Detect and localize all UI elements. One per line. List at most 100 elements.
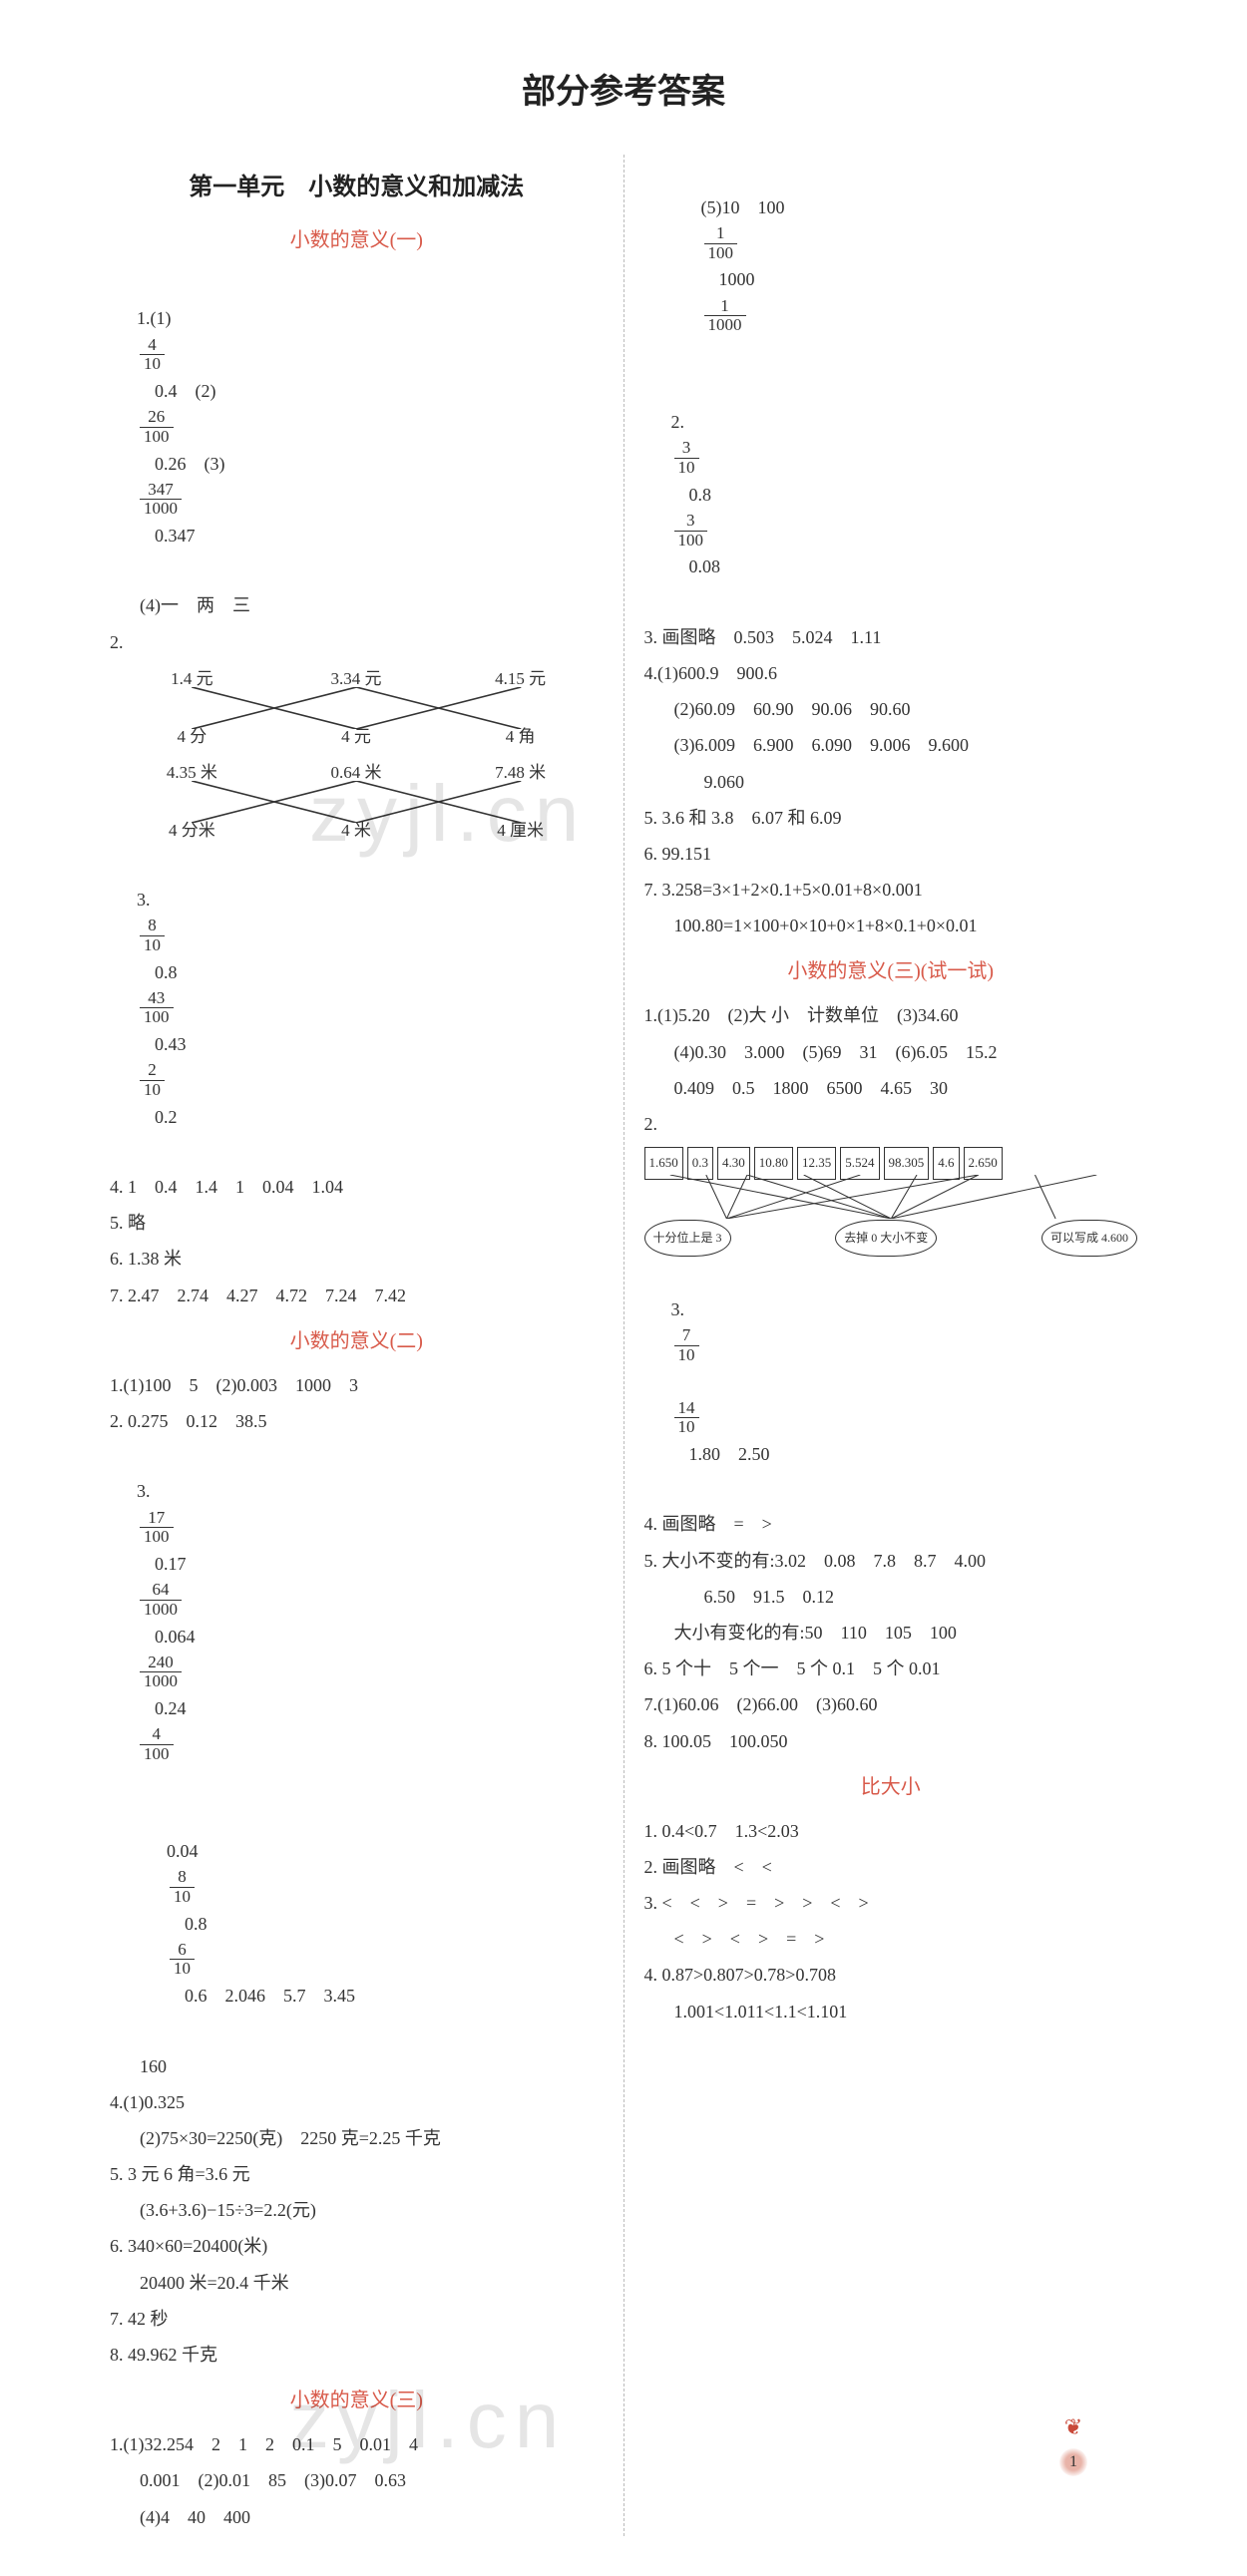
text: 3. (671, 1299, 685, 1319)
text: 0.8 (137, 962, 196, 982)
text: 0.08 (671, 556, 721, 576)
leaf-icon: ❦ (1059, 2406, 1087, 2448)
right-column: (5)10 100 1100 1000 11000 2. 310 0.8 310… (624, 155, 1158, 2536)
fraction: 4100 (140, 1725, 174, 1763)
map-oval: 去掉 0 大小不变 (835, 1220, 937, 1257)
s2-line3: 3. 17100 0.17 641000 0.064 2401000 0.24 … (110, 1440, 604, 1798)
pre-line3: 3. 画图略 0.503 5.024 1.11 (644, 620, 1138, 654)
s4-line4: 2. (644, 1107, 1138, 1141)
s4-line6: 4. 画图略 = > (644, 1507, 1138, 1541)
page-title: 部分参考答案 (90, 60, 1157, 125)
section-1-title: 小数的意义(一) (110, 221, 604, 259)
s4-line3: 0.409 0.5 1800 6500 4.65 30 (644, 1071, 1138, 1105)
fraction: 410 (140, 336, 165, 374)
s4-line10: 6. 5 个十 5 个一 5 个 0.1 5 个 0.01 (644, 1652, 1138, 1685)
s2-line12: 7. 42 秒 (110, 2302, 604, 2336)
map-oval: 可以写成 4.600 (1041, 1220, 1137, 1257)
pre-line1: (5)10 100 1100 1000 11000 (644, 157, 1138, 370)
content-columns: 第一单元 小数的意义和加减法 小数的意义(一) 1.(1) 410 0.4 (2… (90, 155, 1157, 2536)
cross-bot: 4 角 (438, 721, 603, 753)
fraction: 310 (674, 439, 699, 477)
text: 1.80 2.50 (671, 1444, 770, 1464)
s2-line6: 4.(1)0.325 (110, 2085, 604, 2119)
s1-line2: (4)一 两 三 (110, 588, 604, 622)
s2-line9: (3.6+3.6)−15÷3=2.2(元) (110, 2193, 604, 2227)
s1-line3: 2. (110, 625, 604, 659)
s1-line4: 3. 810 0.8 43100 0.43 210 0.2 (110, 849, 604, 1168)
s2-line7: (2)75×30=2250(克) 2250 克=2.25 千克 (110, 2121, 604, 2155)
mapping-diagram: 1.650 0.3 4.30 10.80 12.35 5.524 98.305 … (644, 1147, 1138, 1256)
fraction: 1410 (674, 1399, 699, 1437)
s2-line11: 20400 米=20.4 千米 (110, 2266, 604, 2300)
unit-title: 第一单元 小数的意义和加减法 (110, 165, 604, 210)
s5-line5: 4. 0.87>0.807>0.78>0.708 (644, 1958, 1138, 1992)
left-column: 第一单元 小数的意义和加减法 小数的意义(一) 1.(1) 410 0.4 (2… (90, 155, 624, 2536)
text: 0.347 (137, 526, 196, 546)
text: 1.(1) (137, 308, 172, 328)
section-5-title: 比大小 (644, 1768, 1138, 1806)
text: 0.24 (137, 1698, 205, 1718)
text: 0.04 (167, 1841, 216, 1861)
s3-line2: 0.001 (2)0.01 85 (3)0.07 0.63 (110, 2463, 604, 2497)
text: 0.26 (3) (137, 454, 225, 474)
fraction: 810 (170, 1868, 195, 1906)
s5-line4: < > < > = > (644, 1922, 1138, 1956)
s4-line1: 1.(1)5.20 (2)大 小 计数单位 (3)34.60 (644, 998, 1138, 1032)
s1-line8: 7. 2.47 2.74 4.27 4.72 7.24 7.42 (110, 1279, 604, 1312)
text: 0.43 (137, 1034, 205, 1054)
cross-diagram-2: 4.35 米 0.64 米 7.48 米 4 分米 4 米 4 厘米 (110, 757, 604, 847)
pre-line11: 100.80=1×100+0×10+0×1+8×0.1+0×0.01 (644, 909, 1138, 942)
s4-line5: 3. 710 1410 1.80 2.50 (644, 1259, 1138, 1506)
s2-line5: 160 (110, 2049, 604, 2083)
fraction: 17100 (140, 1509, 174, 1547)
s2-line2: 2. 0.275 0.12 38.5 (110, 1404, 604, 1438)
pre-line6: (3)6.009 6.900 6.090 9.006 9.600 (644, 728, 1138, 762)
fraction: 3471000 (140, 481, 182, 519)
section-3-title: 小数的意义(三) (110, 2382, 604, 2419)
cross-bot: 4 分 (110, 721, 274, 753)
s4-line8: 6.50 91.5 0.12 (644, 1580, 1138, 1614)
s4-line2: (4)0.30 3.000 (5)69 31 (6)6.05 15.2 (644, 1035, 1138, 1069)
s4-line12: 8. 100.05 100.050 (644, 1724, 1138, 1758)
s4-line11: 7.(1)60.06 (2)66.00 (3)60.60 (644, 1687, 1138, 1721)
fraction: 710 (674, 1326, 699, 1364)
s4-line9: 大小有变化的有:50 110 105 100 (644, 1616, 1138, 1650)
text: 0.4 (2) (137, 381, 216, 401)
pre-line10: 7. 3.258=3×1+2×0.1+5×0.01+8×0.001 (644, 873, 1138, 907)
s5-line6: 1.001<1.011<1.1<1.101 (644, 1995, 1138, 2028)
fraction: 610 (170, 1941, 195, 1979)
cross-bot: 4 厘米 (438, 815, 603, 847)
s4-line7: 5. 大小不变的有:3.02 0.08 7.8 8.7 4.00 (644, 1544, 1138, 1578)
pre-line7: 9.060 (644, 765, 1138, 799)
text: 0.8 (167, 1914, 225, 1934)
text: (5)10 100 (701, 197, 803, 217)
s2-line1: 1.(1)100 5 (2)0.003 1000 3 (110, 1368, 604, 1402)
s2-line4: 0.04 810 0.8 610 0.6 2.046 5.7 3.45 (110, 1800, 604, 2047)
s5-line2: 2. 画图略 < < (644, 1850, 1138, 1884)
text: 0.17 (137, 1554, 205, 1574)
section-2-title: 小数的意义(二) (110, 1322, 604, 1360)
s5-line1: 1. 0.4<0.7 1.3<2.03 (644, 1814, 1138, 1848)
fraction: 641000 (140, 1581, 182, 1619)
map-oval: 十分位上是 3 (644, 1220, 731, 1257)
pre-line8: 5. 3.6 和 3.8 6.07 和 6.09 (644, 801, 1138, 835)
pre-line2: 2. 310 0.8 3100 0.08 (644, 371, 1138, 618)
fraction: 810 (140, 917, 165, 954)
text: 2. (671, 412, 685, 432)
pre-line9: 6. 99.151 (644, 837, 1138, 871)
text: 3. (137, 1481, 151, 1501)
s1-line7: 6. 1.38 米 (110, 1242, 604, 1276)
text: 0.064 (137, 1627, 213, 1647)
cross-diagram-1: 1.4 元 3.34 元 4.15 元 4 分 4 元 4 角 (110, 663, 604, 753)
cross-bot: 4 米 (274, 815, 439, 847)
s3-line1: 1.(1)32.254 2 1 2 0.1 5 0.01 4 (110, 2427, 604, 2461)
s2-line10: 6. 340×60=20400(米) (110, 2229, 604, 2263)
s1-line6: 5. 略 (110, 1206, 604, 1240)
s5-line3: 3. < < > = > > < > (644, 1886, 1138, 1920)
text: 0.8 (671, 485, 730, 505)
s2-line13: 8. 49.962 千克 (110, 2338, 604, 2372)
text: 0.6 2.046 5.7 3.45 (167, 1986, 355, 2006)
page-number-badge: ❦ 1 (1059, 2406, 1087, 2476)
s1-line1: 1.(1) 410 0.4 (2) 26100 0.26 (3) 3471000… (110, 267, 604, 586)
s1-line5: 4. 1 0.4 1.4 1 0.04 1.04 (110, 1170, 604, 1204)
